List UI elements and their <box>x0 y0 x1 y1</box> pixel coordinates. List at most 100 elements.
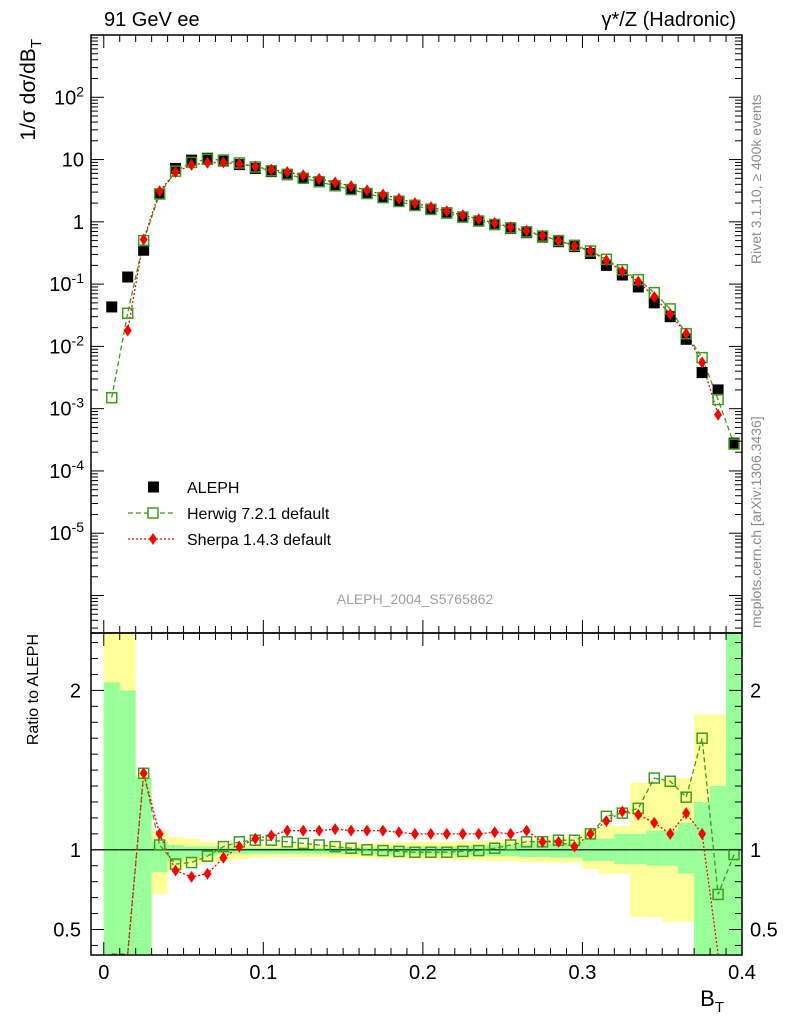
sherpa-point <box>650 291 659 304</box>
sherpa-point <box>554 234 563 247</box>
aleph-data-point <box>106 301 118 313</box>
statistical-uncertainty-band-bin <box>694 801 711 954</box>
sherpa-point <box>139 233 148 246</box>
sherpa-ratio-point <box>634 808 643 821</box>
herwig-ratio-point <box>457 845 469 858</box>
sherpa-ratio-point <box>331 823 340 836</box>
legend-label-sherpa: Sherpa 1.4.3 default <box>187 532 332 549</box>
main-y-tick-label: 10-4 <box>49 457 84 483</box>
sherpa-point <box>347 180 356 193</box>
sherpa-ratio-point <box>522 824 531 837</box>
statistical-uncertainty-band-bin <box>183 846 200 858</box>
herwig-point <box>121 307 134 320</box>
sherpa-point <box>602 254 611 267</box>
legend-aleph-marker <box>148 481 159 493</box>
ratio-y-tick-label-left: 2 <box>70 680 81 702</box>
ratio-y-tick-label-left: 0.5 <box>53 919 81 941</box>
sherpa-ratio-point <box>570 840 579 853</box>
sherpa-ratio-point <box>315 824 324 837</box>
statistical-uncertainty-band-bin <box>422 846 439 855</box>
sherpa-ratio-point <box>426 827 435 840</box>
sherpa-point <box>586 245 595 258</box>
sherpa-ratio-point <box>554 835 563 848</box>
legend-herwig-marker <box>147 507 159 519</box>
sherpa-point <box>698 356 707 369</box>
sherpa-point <box>315 172 324 185</box>
herwig-ratio-point <box>520 836 533 848</box>
sherpa-ratio-point <box>666 827 675 840</box>
sherpa-ratio-point <box>586 827 595 840</box>
sherpa-ratio-point <box>618 805 627 818</box>
herwig-ratio-point <box>185 856 198 869</box>
sherpa-point <box>378 188 387 201</box>
ratio-y-tick-label-right: 0.5 <box>750 919 778 941</box>
sherpa-point <box>538 229 547 242</box>
statistical-uncertainty-band-bin <box>438 846 455 855</box>
x-tick-label: 0 <box>98 962 109 984</box>
sherpa-point <box>171 166 180 179</box>
herwig-ratio-point <box>441 846 453 858</box>
sherpa-point <box>283 166 292 179</box>
statistical-uncertainty-band-bin <box>295 847 312 854</box>
ratio-plot-frame <box>90 632 743 956</box>
sherpa-point <box>299 169 308 182</box>
herwig-ratio-line <box>111 738 735 955</box>
aleph-data-point <box>122 271 134 283</box>
herwig-line <box>111 158 735 445</box>
sherpa-point <box>363 184 372 197</box>
statistical-uncertainty-band-bin <box>135 778 152 954</box>
herwig-point <box>728 438 740 450</box>
main-y-tick-label: 1 <box>73 212 84 234</box>
herwig-ratio-point <box>217 840 230 853</box>
sherpa-ratio-point <box>458 827 467 840</box>
sherpa-ratio-point <box>171 864 180 877</box>
sherpa-point <box>570 239 579 252</box>
main-y-tick-label: 10 <box>62 150 84 172</box>
herwig-ratio-point <box>712 888 724 901</box>
herwig-ratio-point <box>696 732 708 744</box>
sherpa-ratio-point <box>267 829 276 842</box>
sherpa-point <box>203 156 212 169</box>
sherpa-point <box>219 156 228 169</box>
sherpa-point <box>410 197 419 210</box>
statistical-uncertainty-band-bin <box>263 847 280 854</box>
x-tick-label: 0.3 <box>569 962 597 984</box>
statistical-uncertainty-band-bin <box>327 847 344 854</box>
statistical-uncertainty-band-bin <box>167 845 184 861</box>
sherpa-ratio-point <box>490 826 499 839</box>
statistical-uncertainty-band-bin <box>614 833 631 865</box>
aleph-data-point <box>696 367 708 379</box>
sherpa-point <box>331 176 340 189</box>
herwig-ratio-point <box>472 844 485 857</box>
sherpa-ratio-point <box>187 870 196 883</box>
sherpa-ratio-point <box>394 826 403 839</box>
sherpa-ratio-point <box>363 824 372 837</box>
sherpa-ratio-point <box>347 824 356 837</box>
sherpa-ratio-point <box>155 827 164 840</box>
legend: ALEPH Herwig 7.2.1 default Sherpa 1.4.3 de… <box>128 480 332 549</box>
header-right-label: γ*/Z (Hadronic) <box>601 9 736 31</box>
main-y-tick-label: 10-2 <box>49 332 84 358</box>
sherpa-ratio-point <box>378 824 387 837</box>
main-y-tick-label: 10-1 <box>49 270 84 296</box>
sherpa-ratio-point <box>235 840 244 853</box>
legend-label-aleph: ALEPH <box>187 480 239 497</box>
sherpa-point <box>251 160 260 173</box>
statistical-uncertainty-band-bin <box>247 847 264 854</box>
statistical-uncertainty-band-bin <box>359 847 376 854</box>
sherpa-ratio-point <box>602 815 611 828</box>
sherpa-ratio-point <box>410 827 419 840</box>
herwig-point <box>105 391 118 404</box>
herwig-ratio-point <box>504 839 517 851</box>
sherpa-point <box>714 408 723 421</box>
ratio-uncertainty-bands <box>103 634 742 954</box>
sherpa-point <box>155 185 164 198</box>
herwig-ratio-point <box>201 850 214 862</box>
ratio-y-axis-label: Ratio to ALEPH <box>25 634 42 745</box>
herwig-ratio-point <box>664 775 676 787</box>
herwig-ratio-point <box>153 839 166 851</box>
statistical-uncertainty-band-bin <box>406 846 423 855</box>
statistical-uncertainty-band-bin <box>119 690 136 954</box>
axes: 0 0.1 0.2 0.3 0.4 10-5 10-4 10-3 10-2 10-1 1 10 102 0… <box>17 34 778 1016</box>
sherpa-ratio-point <box>299 824 308 837</box>
